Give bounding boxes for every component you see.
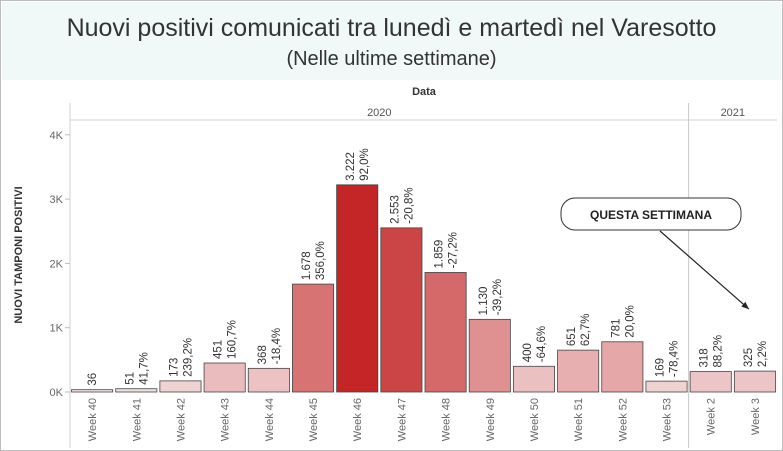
annotation: QUESTA SETTIMANA <box>560 197 750 310</box>
bar-value-label: 451 <box>213 340 225 359</box>
bar-change-label: 20,0% <box>624 305 636 338</box>
bar-value-label: 318 <box>699 348 711 367</box>
bar <box>115 388 158 393</box>
y-tick-label: 1K <box>50 323 64 335</box>
chart-subtitle: (Nelle ultime settimane) <box>286 48 497 70</box>
chart-header: Nuovi positivi comunicati tra lunedì e m… <box>2 2 781 80</box>
bar-value-label: 368 <box>257 345 269 364</box>
x-tick-label: Week 42 <box>175 398 187 441</box>
x-tick-label: Week 41 <box>131 398 143 441</box>
x-tick-label: Week 44 <box>264 398 276 441</box>
bar <box>247 367 290 393</box>
bars <box>71 184 776 393</box>
bar-value-label: 1.859 <box>434 240 446 269</box>
x-tick-label: Week 43 <box>220 398 232 441</box>
bar-change-label: 160,7% <box>227 320 239 359</box>
x-tick-label: Week 47 <box>396 398 408 441</box>
bar <box>159 380 202 393</box>
bar-value-label: 169 <box>655 358 667 377</box>
x-tick-label: Week 46 <box>352 398 364 441</box>
bar <box>468 318 511 393</box>
bar-value-label: 1.130 <box>478 287 490 316</box>
bar-change-label: 239,2% <box>182 338 194 377</box>
bar-change-label: -18,4% <box>271 328 283 364</box>
bar-change-label: 92,0% <box>359 148 371 181</box>
bar-change-label: 88,2% <box>713 335 725 368</box>
chart-title: Nuovi positivi comunicati tra lunedì e m… <box>66 14 717 42</box>
bar <box>601 341 644 393</box>
bar-change-label: -64,6% <box>536 326 548 362</box>
bar-change-label: 2,2% <box>757 341 769 367</box>
year-label-2020: 2020 <box>367 107 391 119</box>
bar <box>689 371 732 393</box>
bar-change-label: 356,0% <box>315 241 327 280</box>
bar-change-label: -20,8% <box>403 187 415 223</box>
x-tick-label: Week 51 <box>573 398 585 441</box>
x-tick-label: Week 45 <box>308 398 320 441</box>
y-axis-title: NUOVI TAMPONI POSITIVI <box>13 186 25 323</box>
y-axis: 0K 1K 2K 3K 4K <box>50 130 70 399</box>
bar-value-label: 2.553 <box>389 195 401 224</box>
year-headers: 2020 2021 <box>367 107 745 119</box>
x-tick-label: Week 40 <box>87 398 99 441</box>
y-tick-label: 0K <box>50 387 64 399</box>
bar-change-label: -39,2% <box>492 279 504 315</box>
bar-value-label: 173 <box>168 358 180 377</box>
bar <box>733 370 776 393</box>
bar <box>71 389 114 393</box>
y-tick-label: 4K <box>50 130 64 142</box>
bar <box>380 227 423 393</box>
data-labels: 36 51 41,7% 173 239,2% 451 160,7% 368 -18,4% 1.67… <box>87 148 769 385</box>
bar-change-label: -27,2% <box>448 232 460 268</box>
bar-value-label: 325 <box>743 348 755 367</box>
bar-value-label: 1.678 <box>301 251 313 280</box>
y-tick-label: 2K <box>50 258 64 270</box>
callout-text: QUESTA SETTIMANA <box>590 208 712 222</box>
x-tick-label: Week 2 <box>706 398 718 435</box>
x-axis-title: Data <box>412 86 437 98</box>
bar <box>203 362 246 393</box>
x-tick-label: Week 3 <box>750 398 762 435</box>
bar <box>336 184 379 393</box>
year-label-2021: 2021 <box>721 107 745 119</box>
bar-change-label: 62,7% <box>580 314 592 347</box>
callout-arrow-line <box>659 230 750 310</box>
x-tick-label: Week 53 <box>662 398 674 441</box>
y-tick-label: 3K <box>50 194 64 206</box>
x-tick-label: Week 48 <box>441 398 453 441</box>
bar-value-label: 3.222 <box>345 152 357 181</box>
x-tick-label: Week 50 <box>529 398 541 441</box>
callout-arrow-head <box>741 301 749 310</box>
bar <box>424 272 467 393</box>
bar-change-label: -78,4% <box>669 341 681 377</box>
bar <box>645 380 688 393</box>
chart-rules <box>69 103 777 448</box>
bar-value-label: 36 <box>87 373 99 386</box>
bar-value-label: 651 <box>566 327 578 346</box>
x-tick-label: Week 49 <box>485 398 497 441</box>
bar <box>512 365 555 393</box>
bar-value-label: 400 <box>522 343 534 362</box>
callout-box <box>560 197 742 231</box>
bar-value-label: 781 <box>610 319 622 338</box>
bar-value-label: 51 <box>124 372 136 385</box>
bar <box>292 283 335 393</box>
x-axis: Week 40 Week 41 Week 42 Week 43 Week 44 Week … <box>87 398 762 441</box>
bar-change-label: 41,7% <box>138 352 150 385</box>
bar <box>557 349 600 393</box>
x-tick-label: Week 52 <box>617 398 629 441</box>
